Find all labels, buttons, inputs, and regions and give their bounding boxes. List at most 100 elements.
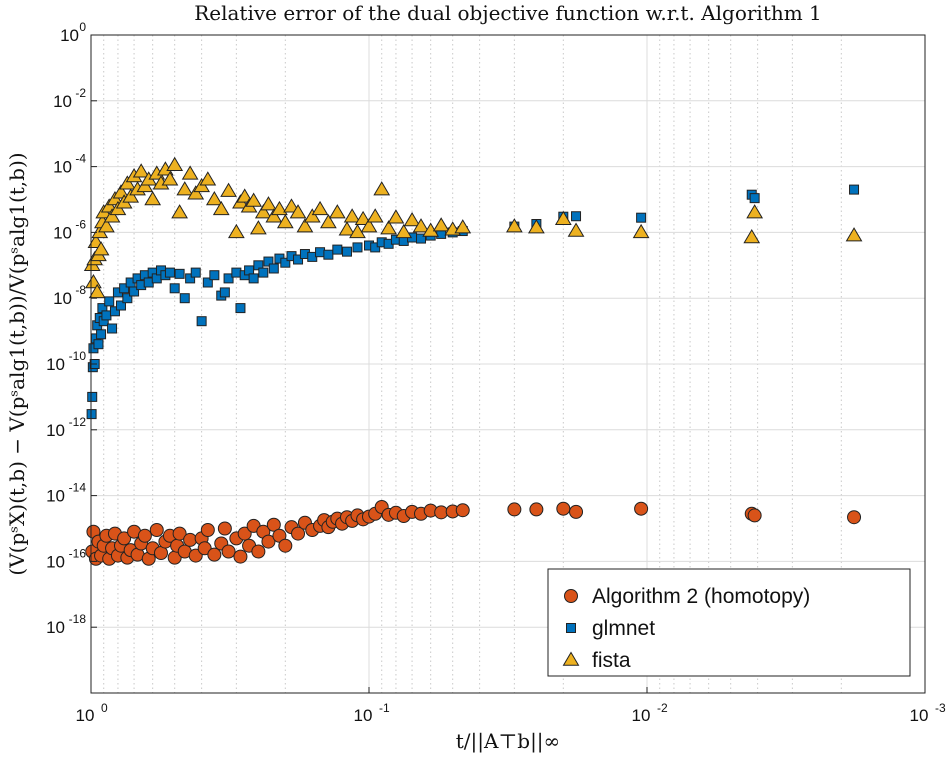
square-point <box>93 339 104 350</box>
triangle-point <box>271 200 288 216</box>
y-tick-label: 10 <box>46 552 65 571</box>
triangle-point <box>260 196 277 211</box>
x-tick-label: 10 <box>632 706 651 725</box>
circle-point <box>217 521 232 536</box>
triangle-point <box>199 171 217 186</box>
y-tick-exponent: -2 <box>75 86 86 100</box>
square-point <box>223 273 234 284</box>
y-tick-label: 10 <box>53 158 72 177</box>
square-point <box>185 273 196 284</box>
circle-point <box>278 538 293 553</box>
square-point <box>96 329 107 340</box>
triangle-point <box>144 191 162 206</box>
y-tick-exponent: -18 <box>69 612 87 626</box>
square-point <box>174 268 185 279</box>
x-axis-label: t/||A⊤b||∞ <box>456 729 560 754</box>
square-point <box>323 249 334 260</box>
triangle-point <box>360 218 378 233</box>
y-tick-label: 10 <box>53 289 72 308</box>
legend-label: glmnet <box>592 617 655 640</box>
circle-point <box>569 504 584 519</box>
triangle-point <box>311 200 329 216</box>
square-point <box>119 283 130 294</box>
triangle-point <box>249 220 267 235</box>
square-point <box>129 286 140 297</box>
triangle-point <box>403 212 421 227</box>
circle-point <box>137 528 152 543</box>
circle-point <box>251 544 266 559</box>
triangle-point <box>289 204 307 219</box>
triangle-point <box>395 223 413 239</box>
square-point <box>164 267 175 278</box>
legend-label: fista <box>592 649 631 672</box>
square-point <box>268 263 279 274</box>
legend-label: Algorithm 2 (homotopy) <box>592 585 810 608</box>
triangle-point <box>103 208 121 223</box>
triangle-point <box>746 204 764 219</box>
square-point <box>115 300 126 311</box>
square-point <box>416 233 427 244</box>
square-point <box>571 211 582 222</box>
square-point <box>263 256 274 267</box>
square-point <box>107 323 118 334</box>
square-point <box>280 257 291 268</box>
y-tick-exponent: -16 <box>69 546 87 560</box>
y-tick-exponent: -6 <box>75 217 86 231</box>
circle-point <box>261 534 276 549</box>
square-point <box>231 267 242 278</box>
circle-point <box>197 541 212 556</box>
triangle-point <box>328 204 346 219</box>
triangle-point <box>245 192 263 207</box>
square-point <box>849 184 860 195</box>
circle-point <box>221 544 236 559</box>
triangle-point <box>122 188 140 203</box>
square-point <box>749 193 760 204</box>
square-point <box>179 293 190 304</box>
y-tick-label: 10 <box>53 223 72 242</box>
triangle-point <box>118 175 136 190</box>
x-tick-label: 10 <box>354 706 373 725</box>
y-axis-label: (V(pˢX)(t,b) − V(pˢalg1(t,b))/V(pˢalg1(t… <box>5 152 29 575</box>
x-tick-exponent: 0 <box>101 701 108 715</box>
triangle-point <box>432 217 450 232</box>
square-point <box>101 310 112 321</box>
square-point <box>196 316 207 327</box>
legend-box <box>547 568 911 677</box>
y-tick-exponent: 0 <box>79 20 86 34</box>
series-triangle <box>83 156 863 299</box>
triangle-point <box>412 218 430 233</box>
triangle-point <box>205 191 223 206</box>
triangle-point <box>387 209 405 224</box>
circle-point <box>434 505 449 520</box>
triangle-point <box>373 181 391 196</box>
triangle-point <box>166 156 184 171</box>
triangle-point <box>171 204 188 219</box>
square-point <box>87 391 98 402</box>
y-tick-exponent: -8 <box>75 283 86 297</box>
triangle-point <box>845 227 863 242</box>
square-point <box>248 273 259 284</box>
y-tick-label: 10 <box>53 92 72 111</box>
triangle-point <box>296 218 314 233</box>
triangle-point <box>354 210 372 226</box>
square-point <box>636 212 647 223</box>
y-tick-exponent: -4 <box>75 152 86 166</box>
square-point <box>202 277 213 288</box>
square-point <box>219 287 230 298</box>
circle-point <box>529 502 544 517</box>
circle-point <box>291 526 306 541</box>
legend: Algorithm 2 (homotopy) glmnet fista <box>547 568 911 677</box>
triangle-point <box>187 185 205 200</box>
square-point <box>169 283 180 294</box>
triangle-point <box>554 210 572 226</box>
square-point <box>209 270 220 281</box>
triangle-point <box>527 219 545 234</box>
legend-marker-triangle <box>562 651 580 666</box>
x-axis-ticks: 10 0 10 -1 10 -2 10 -3 <box>76 687 946 725</box>
triangle-point <box>176 181 194 196</box>
triangle-point <box>632 223 650 239</box>
legend-marker-square <box>566 623 576 633</box>
square-point <box>235 303 246 314</box>
square-point <box>341 246 352 257</box>
y-tick-exponent: -14 <box>69 481 87 495</box>
